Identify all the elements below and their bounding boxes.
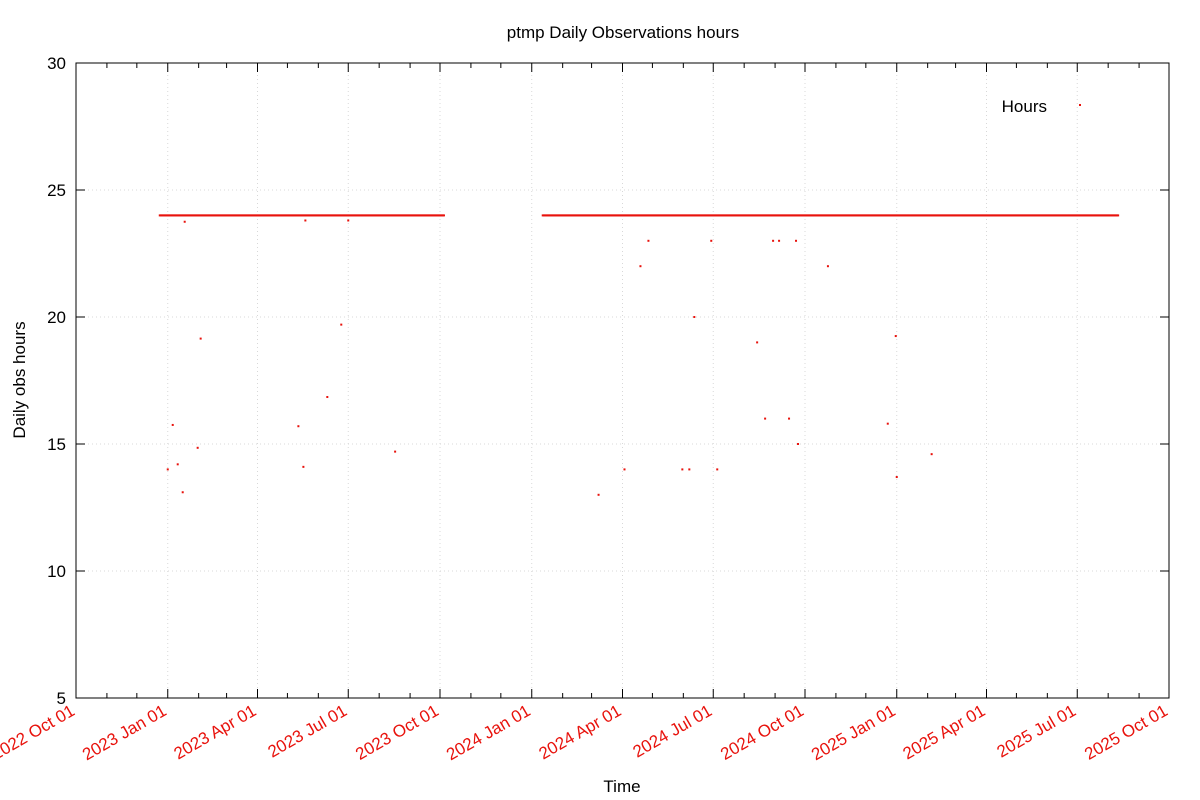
data-point	[442, 214, 445, 217]
data-points	[158, 214, 1120, 496]
data-point	[183, 220, 186, 223]
legend: Hours	[1002, 97, 1081, 116]
data-point	[716, 468, 719, 471]
y-tick-label: 5	[57, 689, 66, 708]
data-point	[764, 417, 767, 420]
data-point	[347, 219, 350, 222]
data-point	[693, 316, 696, 318]
data-point	[795, 239, 798, 242]
y-tick-label: 30	[47, 54, 66, 73]
data-point	[778, 239, 781, 242]
data-point	[788, 417, 791, 420]
data-point	[394, 450, 397, 453]
plot-frame	[75, 62, 1170, 699]
data-point	[710, 239, 713, 242]
data-point	[1117, 214, 1120, 217]
y-tick-label: 15	[47, 435, 66, 454]
data-point	[797, 443, 800, 445]
x-axis-label: Time	[603, 777, 640, 796]
legend-label: Hours	[1002, 97, 1047, 116]
data-point	[176, 463, 179, 466]
y-tick-label: 20	[47, 308, 66, 327]
data-point	[639, 265, 642, 268]
data-point	[326, 396, 329, 399]
y-tick-labels: 5 10 15 20 25 30	[47, 54, 66, 708]
data-point	[302, 465, 305, 468]
data-point	[196, 446, 199, 449]
data-point	[199, 337, 202, 340]
chart-title: ptmp Daily Observations hours	[507, 23, 739, 42]
data-point	[166, 468, 169, 471]
data-point	[930, 453, 933, 456]
data-point	[340, 323, 343, 326]
data-point	[171, 423, 174, 426]
y-tick-label: 25	[47, 181, 66, 200]
data-point	[895, 476, 898, 479]
legend-marker	[1079, 104, 1081, 106]
data-point	[597, 493, 600, 496]
data-point	[623, 468, 626, 471]
data-point	[688, 468, 691, 471]
data-point	[647, 239, 650, 242]
data-point	[772, 239, 775, 242]
data-point	[894, 335, 897, 338]
data-point	[756, 341, 759, 344]
y-tick-label: 10	[47, 562, 66, 581]
data-point	[181, 491, 184, 494]
data-point	[886, 422, 889, 425]
data-point	[826, 265, 829, 268]
y-axis-label: Daily obs hours	[10, 321, 29, 438]
data-point	[304, 219, 307, 222]
data-point	[297, 425, 300, 428]
data-point	[681, 468, 684, 471]
